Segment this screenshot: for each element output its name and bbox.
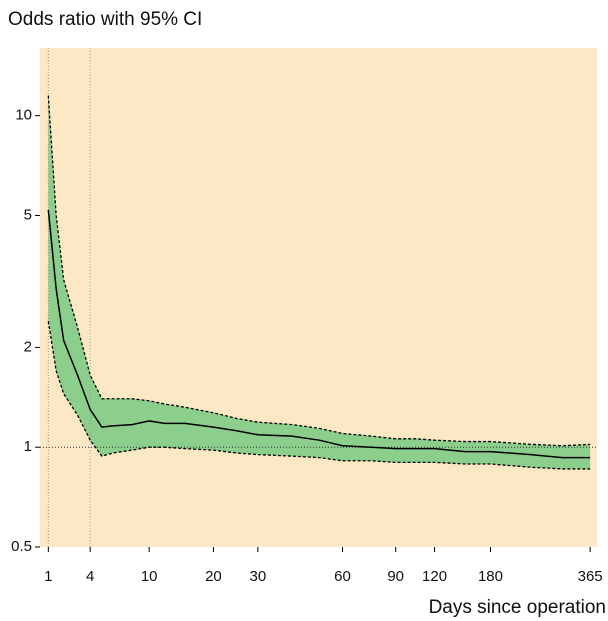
x-tick-label: 30 bbox=[250, 568, 267, 585]
x-tick-label: 20 bbox=[205, 568, 222, 585]
x-tick-label: 120 bbox=[422, 568, 447, 585]
y-tick-label: 2 bbox=[24, 338, 32, 355]
x-tick-label: 10 bbox=[141, 568, 158, 585]
x-tick-label: 1 bbox=[44, 568, 52, 585]
x-tick-label: 180 bbox=[478, 568, 503, 585]
x-tick-label: 365 bbox=[578, 568, 603, 585]
ci-band bbox=[48, 95, 591, 469]
x-axis-label: Days since operation bbox=[429, 597, 606, 618]
estimate-line bbox=[47, 209, 591, 459]
y-tick-label: 5 bbox=[24, 206, 32, 223]
x-tick-label: 60 bbox=[334, 568, 351, 585]
x-tick-label: 90 bbox=[387, 568, 404, 585]
y-tick-label: 10 bbox=[15, 107, 32, 124]
x-tick-label: 4 bbox=[86, 568, 94, 585]
ci-upper bbox=[47, 95, 591, 447]
y-tick-label: 0.5 bbox=[11, 538, 32, 555]
ci-lower bbox=[47, 321, 591, 470]
plot-background bbox=[40, 48, 597, 547]
chart-title: Odds ratio with 95% CI bbox=[8, 9, 202, 30]
y-tick-label: 1 bbox=[24, 438, 32, 455]
